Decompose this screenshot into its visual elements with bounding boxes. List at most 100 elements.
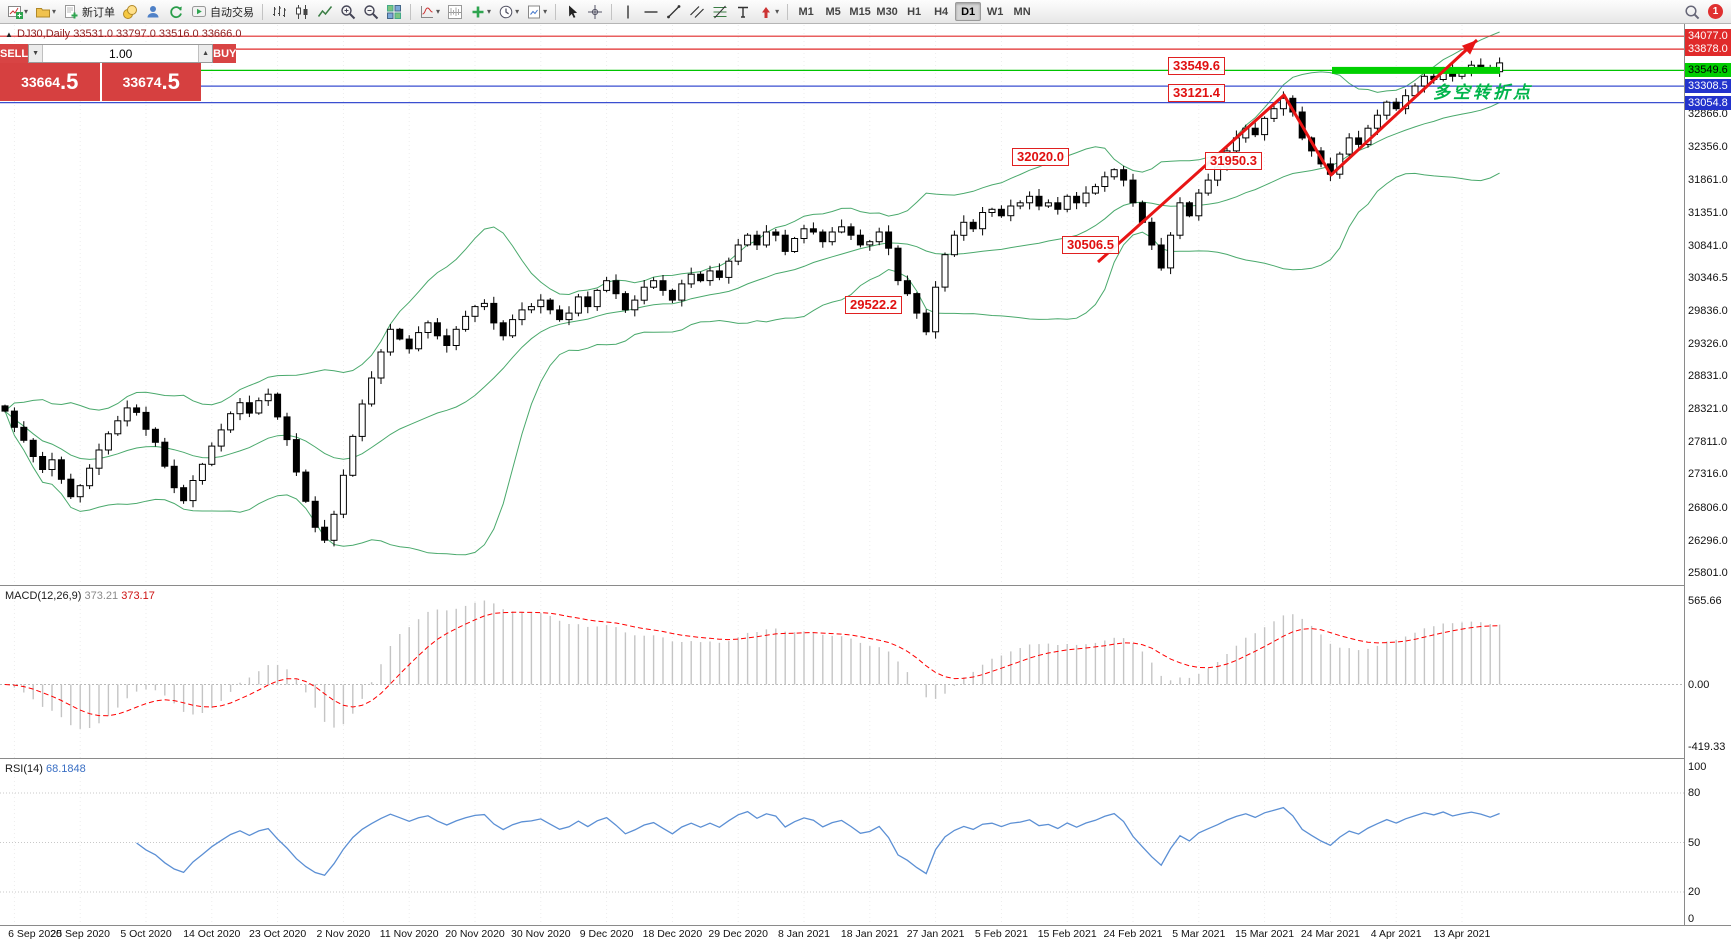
coins-icon[interactable] — [119, 2, 141, 22]
new-chart-icon[interactable]: ▾ — [4, 2, 31, 22]
dropdown-arrow-icon[interactable]: ▾ — [775, 7, 780, 16]
price-annotation[interactable]: 30506.5 — [1062, 236, 1119, 254]
date-axis-label: 24 Mar 2021 — [1300, 928, 1360, 940]
zoom-in-icon[interactable] — [337, 2, 359, 22]
notification-badge[interactable]: 1 — [1708, 4, 1723, 19]
volume-decrease-button[interactable]: ▼ — [29, 45, 44, 62]
text-icon[interactable] — [732, 2, 754, 22]
macd-histogram — [13, 600, 1501, 729]
buy-price-main: 33674 — [122, 74, 162, 90]
toolbar-separator — [787, 3, 789, 20]
crosshair-icon[interactable] — [584, 2, 606, 22]
period-icon[interactable]: ▾ — [495, 2, 522, 22]
equidistant-channel-icon[interactable] — [686, 2, 708, 22]
add-indicator-icon[interactable]: ▾ — [467, 2, 494, 22]
date-axis-label: 30 Nov 2020 — [511, 928, 571, 940]
rsi-axis-label: 100 — [1688, 761, 1707, 773]
trendline-icon — [667, 4, 681, 18]
timeframe-m5-button[interactable]: M5 — [825, 5, 841, 18]
community-icon — [147, 5, 159, 17]
community-icon[interactable] — [142, 2, 164, 22]
bar-chart-mode-icon[interactable] — [268, 2, 290, 22]
text-icon — [738, 6, 749, 18]
sell-price-main: 33664 — [21, 74, 61, 90]
dropdown-arrow-icon[interactable]: ▾ — [487, 7, 492, 16]
date-axis-label: 27 Jan 2021 — [906, 928, 965, 940]
date-axis-label: 9 Dec 2020 — [579, 928, 634, 940]
panel-collapse-arrow[interactable]: ▲ — [5, 30, 13, 39]
timeframe-h4-button[interactable]: H4 — [934, 5, 949, 18]
toolbar-separator — [410, 3, 412, 20]
volume-increase-button[interactable]: ▲ — [198, 45, 213, 62]
dropdown-arrow-icon[interactable]: ▾ — [24, 7, 29, 16]
timeframe-m30-button[interactable]: M30 — [876, 5, 898, 18]
search-button[interactable] — [1681, 2, 1703, 22]
buy-price-button[interactable]: 33674.5 — [101, 63, 201, 101]
timeframe-m1-button[interactable]: M1 — [798, 5, 814, 18]
tile-windows-icon[interactable] — [383, 2, 405, 22]
indicator-window-icon — [448, 4, 463, 19]
price-axis-label: 31351.0 — [1688, 206, 1728, 219]
refresh-icon — [170, 5, 182, 18]
dropdown-arrow-icon[interactable]: ▾ — [52, 7, 57, 16]
date-axis-label: 24 Feb 2021 — [1103, 928, 1163, 940]
price-annotation[interactable]: 33121.4 — [1168, 84, 1225, 102]
horizontal-line-icon[interactable] — [640, 2, 662, 22]
trend-arrow[interactable] — [1096, 38, 1479, 264]
vertical-line-icon[interactable] — [617, 2, 639, 22]
price-axis-label: 25801.0 — [1688, 566, 1728, 579]
date-axis-label: 8 Jan 2021 — [778, 928, 830, 940]
line-chart-mode-icon[interactable] — [314, 2, 336, 22]
timeframe-d1-button[interactable]: D1 — [955, 2, 982, 21]
new-order-button[interactable]: 新订单 — [60, 2, 118, 22]
bar-chart-mode-icon — [273, 5, 287, 17]
toolbar: ▾ ▾ 新订单 自动交易 ▾ ▾ ▾ ▾ ▾ M1 M5 M15 M30 H1 H4 D1 W1 MN 1 — [0, 0, 1731, 24]
chart-info-line: DJ30,Daily 33531.0 33797.0 33516.0 33666… — [17, 28, 242, 40]
green-resistance-bar[interactable] — [1332, 66, 1500, 74]
volume-input[interactable] — [43, 45, 199, 62]
macd-indicator-label: MACD(12,26,9) 373.21 373.17 — [5, 590, 155, 602]
price-annotation[interactable]: 31950.3 — [1205, 152, 1262, 170]
sell-button[interactable]: SELL — [0, 44, 29, 63]
price-annotation[interactable]: 32020.0 — [1012, 148, 1069, 166]
period-icon — [499, 5, 513, 18]
add-indicator-icon — [472, 6, 484, 17]
sell-price-pips: .5 — [60, 69, 79, 94]
timeframe-mn-button[interactable]: MN — [1013, 5, 1031, 18]
price-annotation[interactable]: 33549.6 — [1168, 57, 1225, 75]
tile-windows-icon — [387, 4, 402, 19]
timeframe-h1-button[interactable]: H1 — [907, 5, 922, 18]
templates-icon[interactable]: ▾ — [523, 2, 550, 22]
macd-axis-label: 0.00 — [1688, 678, 1710, 691]
dropdown-arrow-icon[interactable]: ▾ — [543, 7, 548, 16]
date-axis-label: 6 Sep 2020 — [8, 928, 62, 940]
timeframe-w1-button[interactable]: W1 — [986, 5, 1004, 18]
date-axis-label: 20 Nov 2020 — [445, 928, 505, 940]
candlestick-mode-icon[interactable] — [291, 2, 313, 22]
refresh-icon[interactable] — [165, 2, 187, 22]
trendline-icon[interactable] — [663, 2, 685, 22]
fibonacci-icon[interactable] — [709, 2, 731, 22]
zoom-out-icon[interactable] — [360, 2, 382, 22]
coins-icon — [123, 4, 138, 19]
indicators-icon[interactable]: ▾ — [416, 2, 443, 22]
timeframe-m15-button[interactable]: M15 — [849, 5, 871, 18]
autotrade-button[interactable]: 自动交易 — [188, 2, 257, 22]
rsi-indicator-label: RSI(14) 68.1848 — [5, 763, 86, 775]
autotrade-icon — [192, 5, 207, 17]
bollinger-bands — [4, 31, 1500, 556]
buy-button[interactable]: BUY — [213, 44, 237, 63]
price-axis-label: 26806.0 — [1688, 501, 1728, 514]
sell-price-button[interactable]: 33664.5 — [0, 63, 100, 101]
indicator-window-icon[interactable] — [444, 2, 466, 22]
cursor-icon[interactable] — [561, 2, 583, 22]
new-order-button-label: 新订单 — [82, 6, 116, 19]
price-line-label: 33549.6 — [1685, 63, 1731, 78]
price-annotation[interactable]: 29522.2 — [845, 296, 902, 314]
chart-profile-icon[interactable]: ▾ — [32, 2, 59, 22]
dropdown-arrow-icon[interactable]: ▾ — [515, 7, 520, 16]
chart-note-text[interactable]: 多空转折点 — [1433, 83, 1533, 102]
arrows-icon[interactable]: ▾ — [755, 2, 782, 22]
dropdown-arrow-icon[interactable]: ▾ — [436, 7, 441, 16]
